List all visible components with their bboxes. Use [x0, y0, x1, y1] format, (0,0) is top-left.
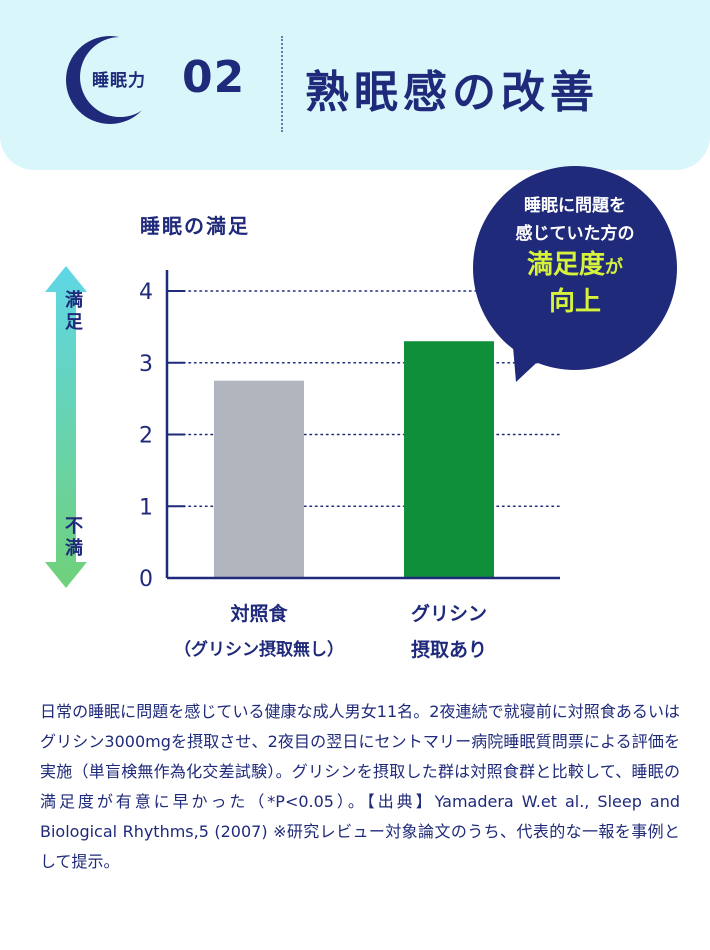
- header-banner: 睡眠力 02 熟眠感の改善: [0, 0, 710, 170]
- bubble-line3: 満足度が: [475, 248, 675, 285]
- badge-number: 02: [182, 52, 246, 103]
- category-label-line: 摂取あり: [410, 639, 487, 661]
- category-label-line: 対照食: [230, 603, 288, 625]
- category-label-line: グリシン: [410, 603, 487, 625]
- axis-top-label: 満足: [65, 290, 83, 333]
- speech-bubble: [473, 166, 677, 382]
- satisfaction-arrow: [45, 266, 87, 588]
- page-title: 熟眠感の改善: [305, 67, 599, 118]
- chart-title: 睡眠の満足: [140, 214, 250, 238]
- y-tick-label: 1: [139, 495, 153, 520]
- bar-1: [214, 380, 304, 578]
- y-tick-label: 2: [139, 424, 153, 449]
- y-tick-label: 0: [139, 567, 153, 592]
- bubble-highlight: 満足度: [526, 250, 605, 280]
- y-tick-label: 3: [139, 352, 153, 377]
- category-label-line: （グリシン摂取無し）: [174, 640, 344, 660]
- y-tick-label: 4: [139, 280, 153, 305]
- bubble-line1: 睡眠に問題を: [524, 196, 626, 216]
- crescent-moon-icon: [66, 36, 154, 124]
- bubble-line4: 向上: [548, 287, 601, 317]
- badge-label: 睡眠力: [92, 71, 146, 91]
- category-label: 対照食 （グリシン摂取無し）: [149, 596, 369, 668]
- bubble-text: 睡眠に問題を 感じていた方の 満足度が 向上: [475, 192, 675, 319]
- header-divider: [281, 36, 283, 132]
- footnote: 日常の睡眠に問題を感じている健康な成人男女11名。2夜連続で就寝前に対照食あるい…: [40, 702, 680, 871]
- bar-2: [404, 341, 494, 578]
- bar-chart: 0 1 2 3 4: [45, 266, 561, 592]
- axis-bottom-label: 不満: [65, 516, 83, 559]
- bubble-particle: が: [605, 257, 623, 278]
- category-label: グリシン 摂取あり: [339, 596, 559, 668]
- bubble-line2: 感じていた方の: [515, 224, 635, 244]
